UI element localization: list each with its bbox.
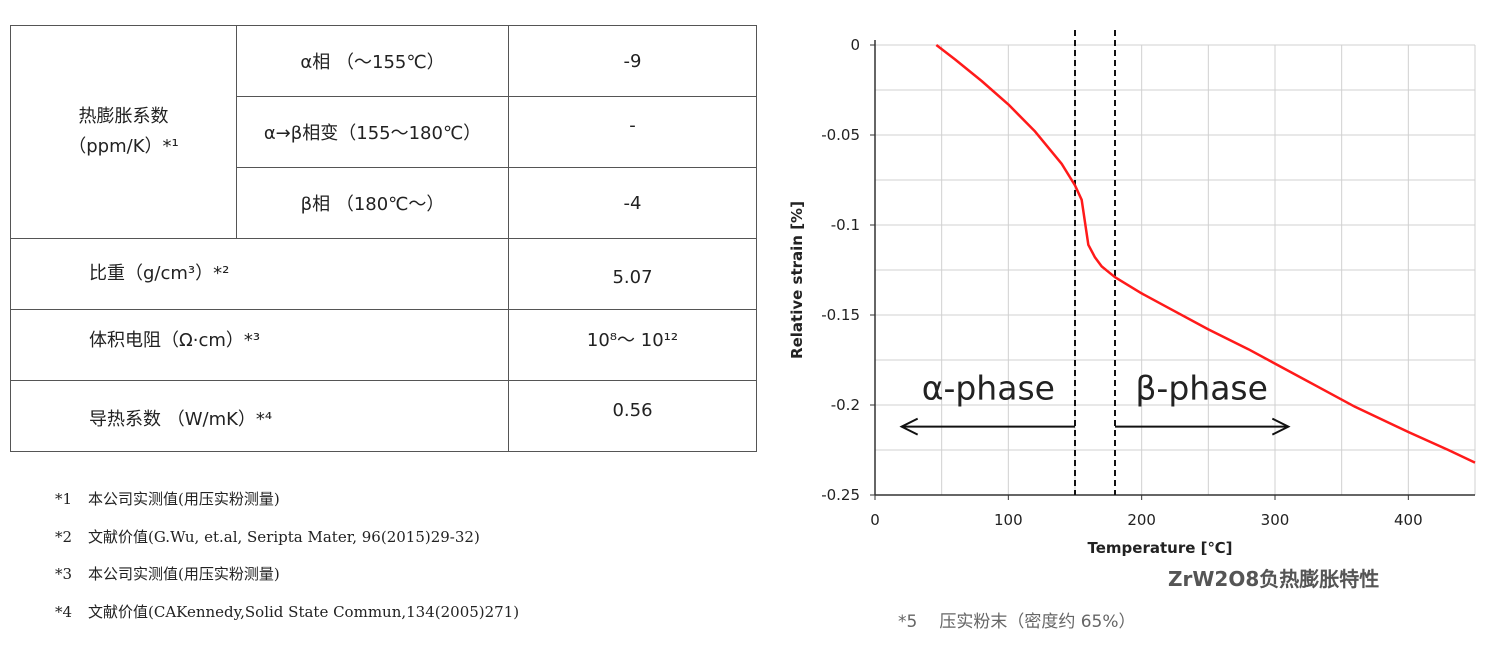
- property-label-cell: 比重（g/cm³）*²: [10, 238, 509, 310]
- x-tick-label: 400: [1394, 511, 1423, 529]
- y-tick-label: -0.15: [821, 306, 860, 324]
- footnote: *3 本公司实测值(用压实粉测量): [55, 563, 519, 601]
- phase-value-cell: -9: [508, 25, 757, 97]
- chart-series: [935, 44, 1476, 464]
- property-label-cell: 体积电阻（Ω·cm）*³: [10, 309, 509, 381]
- y-tick-label: -0.05: [821, 126, 860, 144]
- x-tick-label: 200: [1127, 511, 1156, 529]
- x-tick-label: 0: [870, 511, 880, 529]
- chart-grid: [874, 44, 1476, 496]
- footnote-text: 本公司实测值(用压实粉测量): [88, 565, 280, 583]
- chart-axes: [870, 40, 1475, 500]
- property-label-cell: 导热系数 （W/mK）*⁴: [10, 380, 509, 452]
- density-label: 比重（g/cm³）*²: [89, 263, 230, 284]
- chart-tick-labels: 0 100 200 300 400 0 -0.05 -0.1 -0.15 -0.2 -0.25: [821, 36, 1422, 529]
- thermal-expansion-unit: （ppm/K）*¹: [68, 136, 179, 157]
- footnote-text: 文献价值(CAKennedy,Solid State Commun,134(20…: [88, 602, 520, 621]
- phase-value-cell: -: [508, 96, 757, 168]
- phase-label-cell: β相 （180℃～）: [236, 167, 509, 239]
- properties-table: 热膨胀系数 （ppm/K）*¹ α相 （～155℃） -9 α→β相变（155～…: [10, 25, 757, 452]
- thermal-expansion-header-cell: 热膨胀系数 （ppm/K）*¹: [10, 25, 237, 239]
- property-value-cell: 5.07: [508, 238, 757, 310]
- footnote-mark: *4: [55, 602, 73, 621]
- footnote: *2 文献价值(G.Wu, et.al, Seripta Mater, 96(20…: [55, 526, 519, 564]
- phase-transition-label: α→β相变（155～180℃）: [263, 123, 482, 144]
- footnote-mark: *2: [55, 527, 73, 546]
- footnote-text: 本公司实测值(用压实粉测量): [88, 490, 280, 508]
- phase-annotation-label: β-phase: [1135, 369, 1268, 408]
- phase-beta-value: -4: [623, 192, 642, 214]
- x-tick-label: 300: [1261, 511, 1290, 529]
- chart-svg: 0 100 200 300 400 0 -0.05 -0.1 -0.15 -0.2 -0.25 α-…: [788, 30, 1476, 557]
- thermal-conductivity-label: 导热系数 （W/mK）*⁴: [89, 409, 273, 430]
- footnote-mark: *3: [55, 565, 73, 583]
- y-axis-label: Relative strain [%]: [788, 201, 806, 359]
- phase-label-cell: α相 （～155℃）: [236, 25, 509, 97]
- phase-arrow-head: [899, 417, 919, 436]
- strain-curve: [935, 44, 1476, 464]
- y-tick-label: -0.2: [831, 396, 860, 414]
- phase-annotation-label: α-phase: [922, 369, 1055, 408]
- phase-arrow-head: [1271, 417, 1291, 436]
- phase-transition-value: -: [629, 114, 636, 136]
- volume-resistivity-label: 体积电阻（Ω·cm）*³: [89, 330, 261, 351]
- thermal-conductivity-value: 0.56: [612, 399, 653, 421]
- x-axis-label: Temperature [℃]: [1088, 539, 1233, 557]
- phase-boundary-lines: [1074, 30, 1116, 495]
- footnote-mark: *1: [55, 490, 73, 508]
- axis-labels: Temperature [℃] Relative strain [%]: [788, 201, 1233, 557]
- phase-alpha-value: -9: [623, 50, 642, 72]
- footnotes: *1 本公司实测值(用压实粉测量) *2 文献价值(G.Wu, et.al, Ser…: [55, 488, 519, 638]
- phase-alpha-label: α相 （～155℃）: [300, 52, 445, 73]
- chart-note-mark: *5: [898, 612, 918, 632]
- x-tick-label: 100: [994, 511, 1023, 529]
- property-value-cell: 0.56: [508, 380, 757, 452]
- phase-annotations: α-phase β-phase: [899, 369, 1291, 436]
- footnote-text: 文献价值(G.Wu, et.al, Seripta Mater, 96(2015…: [88, 527, 480, 546]
- chart-note: *5 压实粉末（密度约 65%）: [898, 607, 1136, 632]
- thermal-expansion-label: 热膨胀系数: [78, 106, 169, 127]
- property-value-cell: 10⁸～ 10¹²: [508, 309, 757, 381]
- footnote: *4 文献价值(CAKennedy,Solid State Commun,134(…: [55, 601, 519, 639]
- footnote: *1 本公司实测值(用压实粉测量): [55, 488, 519, 526]
- y-tick-label: -0.1: [831, 216, 860, 234]
- y-tick-label: 0: [850, 36, 860, 54]
- strain-chart: 0 100 200 300 400 0 -0.05 -0.1 -0.15 -0.2 -0.25 α-…: [780, 20, 1500, 645]
- phase-label-cell: α→β相变（155～180℃）: [236, 96, 509, 168]
- phase-beta-label: β相 （180℃～）: [300, 194, 445, 215]
- chart-note-text: 压实粉末（密度约 65%）: [939, 612, 1136, 632]
- density-value: 5.07: [612, 266, 653, 288]
- phase-value-cell: -4: [508, 167, 757, 239]
- volume-resistivity-value: 10⁸～ 10¹²: [586, 330, 679, 351]
- y-tick-label: -0.25: [821, 486, 860, 504]
- chart-caption: ZrW2O8负热膨胀特性: [1168, 567, 1380, 591]
